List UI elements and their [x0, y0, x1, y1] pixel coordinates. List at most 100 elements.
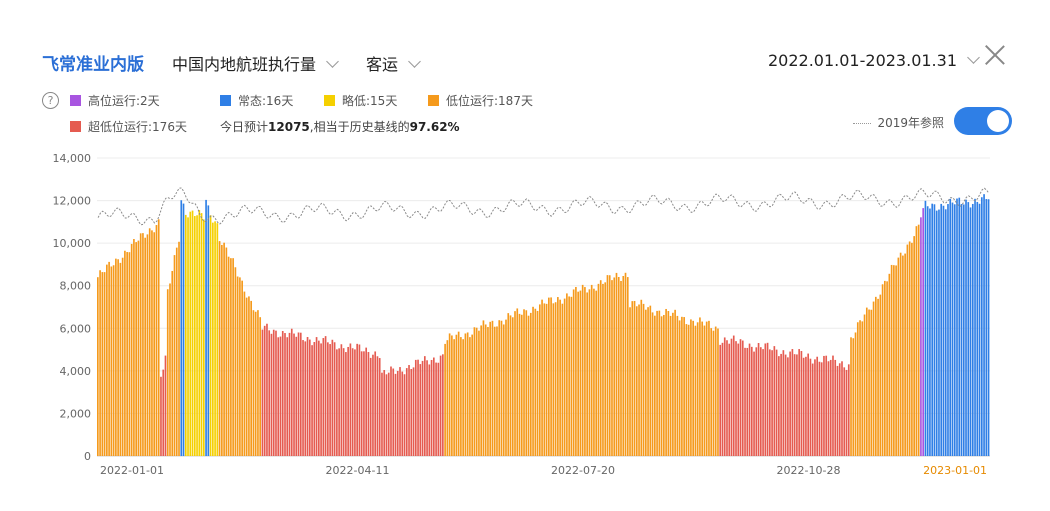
bar — [796, 354, 798, 456]
bar — [372, 354, 374, 456]
bar — [647, 307, 649, 456]
legend-swatch — [70, 95, 81, 106]
y-tick-label: 2,000 — [60, 407, 92, 420]
bar — [295, 336, 298, 456]
bar — [651, 312, 654, 456]
bar — [232, 258, 234, 456]
bar — [615, 272, 618, 456]
bar — [423, 356, 426, 456]
bar — [559, 299, 561, 456]
bar — [369, 357, 372, 456]
bar — [978, 203, 981, 456]
bar — [983, 194, 985, 457]
bar — [128, 252, 131, 456]
bar — [275, 330, 277, 456]
legend-label: 超低位运行:176天 — [88, 120, 187, 134]
bar — [778, 356, 780, 456]
reference-label: 2019年参照 — [877, 116, 944, 130]
legend-item-high[interactable]: 高位运行:2天 — [70, 92, 160, 109]
bar — [908, 241, 911, 456]
bar — [834, 359, 837, 456]
bar — [759, 347, 762, 456]
bar — [212, 222, 214, 456]
bar — [421, 360, 424, 456]
bar — [218, 241, 221, 456]
bar — [189, 211, 192, 456]
bar — [327, 342, 329, 456]
legend-swatch — [70, 121, 81, 132]
type-dropdown[interactable]: 客运 — [366, 51, 421, 75]
bar — [412, 367, 415, 456]
legend-label: 略低:15天 — [342, 94, 398, 108]
bar — [703, 325, 706, 456]
bar — [922, 208, 925, 456]
bar — [106, 264, 108, 456]
bar — [893, 265, 895, 456]
bar — [230, 258, 232, 456]
bar — [870, 309, 873, 456]
legend-item-normal[interactable]: 常态:16天 — [220, 92, 293, 109]
bar — [762, 349, 764, 456]
bar — [124, 250, 126, 456]
legend-swatch — [220, 95, 231, 106]
legend-item-low[interactable]: 低位运行:187天 — [428, 92, 533, 109]
bar — [663, 314, 665, 456]
bar — [967, 202, 970, 456]
bar — [268, 330, 271, 456]
bar — [696, 322, 699, 456]
bar — [920, 217, 922, 456]
metric-dropdown[interactable]: 中国内地航班执行量 — [172, 51, 339, 75]
bar — [843, 367, 846, 456]
bar — [780, 353, 782, 456]
bar — [387, 372, 390, 456]
bar — [137, 240, 140, 456]
bar — [782, 350, 785, 456]
bar — [717, 328, 719, 456]
bar — [868, 309, 870, 456]
bar — [987, 199, 990, 456]
bar — [115, 258, 117, 456]
bar — [399, 367, 401, 456]
bar — [911, 242, 913, 456]
legend-item-slightly-low[interactable]: 略低:15天 — [324, 92, 397, 109]
bar — [360, 351, 363, 456]
bar — [311, 345, 313, 456]
bar — [340, 344, 343, 456]
bar — [753, 351, 755, 456]
bar — [935, 210, 938, 456]
bar — [180, 200, 183, 456]
bar — [820, 362, 823, 456]
bar — [708, 320, 710, 456]
bar — [419, 364, 422, 456]
bar — [665, 308, 667, 456]
bar — [205, 199, 207, 456]
bar — [342, 348, 345, 456]
bar — [536, 310, 539, 456]
date-range-dropdown[interactable]: 2022.01.01-2023.01.31 — [768, 51, 980, 70]
bar — [599, 280, 602, 456]
bar — [451, 335, 453, 456]
bar — [390, 366, 392, 456]
help-icon[interactable]: ? — [42, 92, 59, 109]
bar — [566, 293, 568, 456]
bar — [514, 311, 516, 456]
bar — [699, 317, 701, 456]
bar — [897, 257, 900, 456]
bar — [241, 280, 243, 456]
bar — [951, 202, 954, 456]
bar — [915, 226, 918, 456]
reference-toggle[interactable] — [954, 107, 1012, 135]
bar — [829, 359, 832, 456]
bar — [847, 364, 850, 456]
bar — [496, 326, 498, 456]
bar — [417, 359, 419, 456]
bar — [568, 296, 570, 456]
bar — [378, 358, 381, 456]
bar — [660, 316, 663, 456]
bar — [209, 215, 212, 456]
reference-legend: 2019年参照 — [853, 114, 944, 131]
bar — [455, 334, 458, 456]
legend-item-very-low[interactable]: 超低位运行:176天 — [70, 118, 187, 135]
bar — [250, 300, 252, 456]
bar — [728, 343, 731, 456]
